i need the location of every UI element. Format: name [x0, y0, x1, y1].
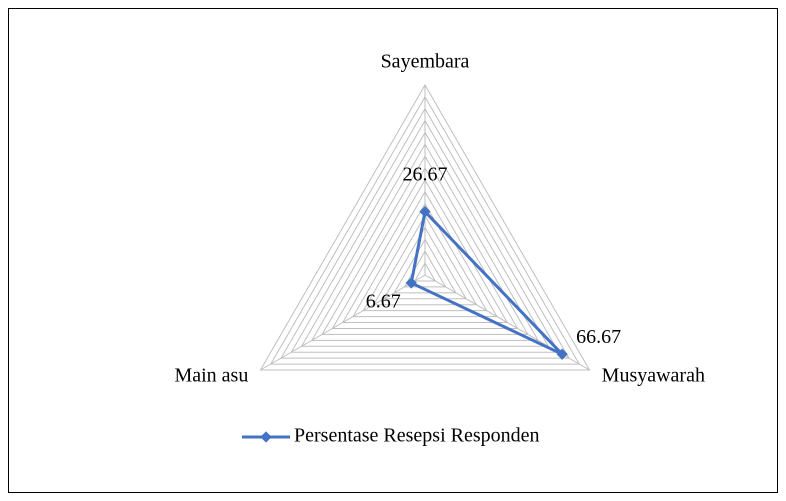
data-label: 6.67: [366, 291, 401, 313]
grid-ring: [321, 155, 529, 335]
grid-ring: [362, 202, 488, 312]
grid-ring: [352, 190, 498, 318]
grid-ring: [269, 95, 581, 365]
grid-ring: [331, 167, 519, 329]
grid-ring: [372, 214, 478, 306]
grid-ring: [259, 83, 591, 371]
grid-ring: [382, 226, 468, 300]
legend-label: Persentase Resepsi Responden: [294, 425, 540, 447]
category-label: Musyawarah: [602, 365, 705, 387]
point-marker: [556, 348, 568, 360]
grid-ring: [280, 107, 570, 359]
series-line: [409, 210, 564, 356]
legend-marker: [260, 431, 272, 443]
data-label: 26.67: [403, 163, 448, 185]
grid-ring: [300, 131, 550, 347]
point-marker: [405, 277, 417, 289]
grid-ring: [341, 178, 509, 323]
grid-ring: [290, 119, 560, 353]
category-label: Sayembara: [381, 51, 470, 73]
point-marker: [419, 206, 431, 218]
category-label: Main asu: [174, 365, 248, 387]
grid-ring: [311, 143, 539, 341]
grid-ring: [393, 238, 457, 294]
axis-spoke: [260, 274, 426, 371]
data-label: 66.67: [576, 326, 621, 348]
grid-ring: [413, 262, 437, 282]
chart-frame: [8, 8, 778, 493]
